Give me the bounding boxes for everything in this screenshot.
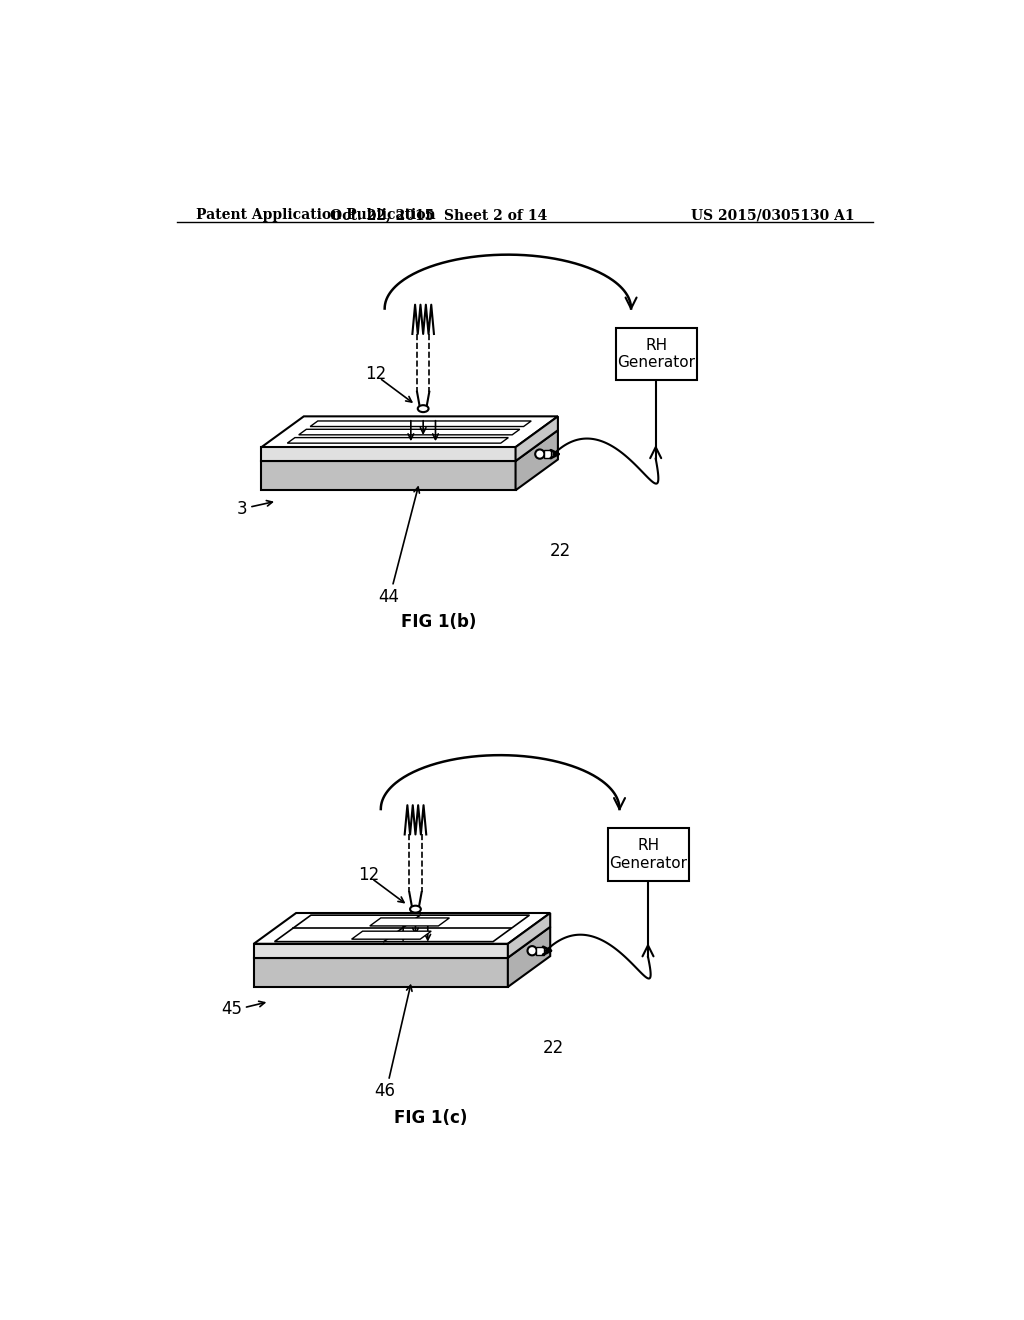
Ellipse shape	[418, 405, 429, 412]
Text: 45: 45	[221, 1001, 243, 1018]
Bar	[544, 450, 551, 458]
Polygon shape	[351, 931, 431, 940]
Text: 12: 12	[357, 866, 379, 883]
Polygon shape	[515, 416, 558, 461]
Polygon shape	[515, 430, 558, 490]
Polygon shape	[261, 416, 558, 447]
Bar	[608, 829, 689, 880]
Circle shape	[527, 946, 537, 956]
Ellipse shape	[410, 906, 421, 912]
Polygon shape	[261, 461, 515, 490]
Polygon shape	[254, 913, 550, 944]
Text: 12: 12	[366, 366, 387, 383]
Text: 46: 46	[374, 1082, 395, 1101]
Polygon shape	[254, 927, 550, 958]
Polygon shape	[261, 447, 515, 461]
Polygon shape	[508, 927, 550, 987]
Text: Oct. 22, 2015  Sheet 2 of 14: Oct. 22, 2015 Sheet 2 of 14	[330, 209, 547, 223]
Bar	[615, 327, 696, 380]
Text: RH
Generator: RH Generator	[609, 838, 687, 871]
Polygon shape	[254, 944, 508, 958]
Text: 22: 22	[543, 1039, 564, 1057]
Bar	[536, 946, 544, 954]
Text: 3: 3	[237, 500, 248, 517]
Polygon shape	[274, 915, 529, 941]
Circle shape	[536, 449, 545, 459]
Polygon shape	[288, 438, 508, 444]
Polygon shape	[261, 430, 558, 461]
Polygon shape	[370, 917, 450, 925]
Text: Patent Application Publication: Patent Application Publication	[196, 209, 435, 223]
Polygon shape	[254, 958, 508, 987]
Text: US 2015/0305130 A1: US 2015/0305130 A1	[691, 209, 854, 223]
Text: 44: 44	[378, 589, 399, 606]
Text: 22: 22	[550, 543, 571, 560]
Text: FIG 1(b): FIG 1(b)	[400, 612, 476, 631]
Polygon shape	[310, 421, 531, 426]
Text: FIG 1(c): FIG 1(c)	[394, 1109, 468, 1127]
Text: RH
Generator: RH Generator	[617, 338, 695, 370]
Polygon shape	[299, 429, 520, 434]
Polygon shape	[508, 913, 550, 958]
